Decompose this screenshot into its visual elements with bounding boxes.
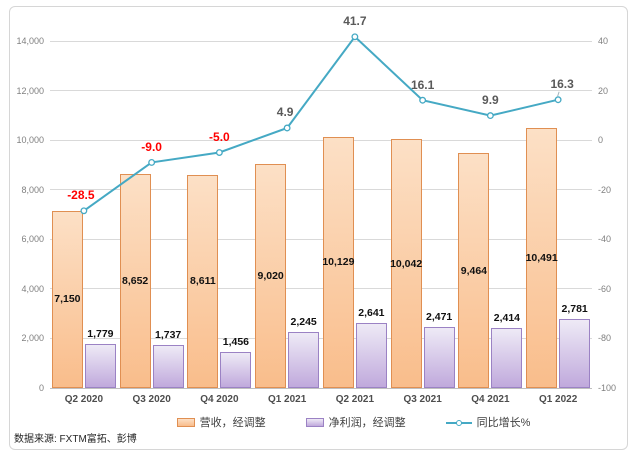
gridline [50, 387, 592, 389]
profit-bar-label: 2,471 [426, 310, 453, 323]
profit-bar-label: 2,781 [561, 303, 588, 316]
profit-bar [559, 319, 591, 388]
revenue-bar-label: 8,652 [122, 274, 149, 287]
profit-bar [152, 344, 184, 388]
profit-bar-label: 2,641 [358, 306, 385, 319]
category-label: Q1 2022 [538, 394, 578, 405]
profit-bar [491, 328, 523, 388]
category-label: Q4 2020 [200, 394, 239, 405]
right-axis-tick-label: -100 [598, 383, 617, 393]
legend-item-revenue: 营收，经调整 [176, 414, 266, 430]
revenue-bar-label: 9,020 [257, 270, 284, 283]
gridline [50, 139, 592, 141]
right-axis-tick-label: 0 [598, 135, 604, 146]
profit-bar [220, 351, 252, 388]
growth-value-label: 16.1 [410, 77, 435, 92]
growth-line-marker [148, 158, 156, 166]
profit-bar-label: 1,456 [222, 335, 250, 348]
gridline [50, 90, 592, 92]
growth-line-marker [554, 96, 562, 104]
right-axis-tick-label: -20 [598, 184, 612, 195]
legend-label-revenue: 营收，经调整 [199, 417, 266, 429]
left-axis-tick-label: 4,000 [21, 283, 44, 294]
revenue-bar [322, 136, 354, 388]
gridline [50, 40, 592, 42]
revenue-bar-label: 8,611 [190, 275, 216, 288]
left-axis-tick-label: 12,000 [16, 85, 44, 96]
growth-value-label: 16.3 [550, 77, 574, 92]
growth-value-label: 4.9 [276, 105, 294, 120]
revenue-bar [255, 164, 287, 388]
growth-line-marker [215, 149, 223, 156]
right-axis-tick-label: 40 [598, 36, 609, 46]
revenue-bar [187, 174, 219, 388]
gridline [50, 288, 592, 290]
growth-line-marker [283, 124, 291, 132]
source-note: 数据来源: FXTM富拓、彭博 [14, 434, 137, 445]
revenue-bar [119, 173, 151, 388]
revenue-bar-label: 10,042 [390, 257, 423, 270]
left-axis-tick-label: 8,000 [21, 184, 44, 195]
profit-bar-label: 2,245 [290, 316, 317, 329]
left-axis-tick-label: 10,000 [16, 135, 44, 146]
category-label: Q2 2020 [64, 394, 104, 405]
revenue-bar [526, 127, 558, 388]
growth-line-marker [351, 33, 359, 41]
category-label: Q3 2021 [403, 394, 442, 405]
revenue-bar-label: 9,464 [460, 264, 488, 277]
gridline [50, 189, 592, 191]
revenue-swatch-icon [176, 417, 195, 427]
left-axis-tick-label: 0 [38, 383, 44, 393]
legend-item-growth: 同比增长% [445, 414, 531, 430]
growth-line-marker [486, 112, 494, 120]
revenue-bar [51, 210, 83, 388]
growth-line-marker [419, 96, 427, 104]
category-label: Q2 2021 [335, 394, 375, 405]
legend-label-growth: 同比增长% [476, 417, 531, 429]
gridline [50, 238, 592, 240]
profit-bar [355, 322, 387, 388]
profit-bar-label: 1,737 [155, 328, 182, 341]
revenue-bar-label: 10,491 [525, 251, 558, 264]
profit-swatch-icon [305, 417, 324, 427]
growth-value-label: -28.5 [67, 188, 95, 203]
growth-value-label: 41.7 [343, 14, 367, 29]
revenue-bar [390, 139, 422, 388]
right-axis-tick-label: -40 [598, 234, 612, 245]
growth-value-label: -5.0 [209, 130, 230, 145]
right-axis-tick-label: -60 [598, 283, 612, 294]
category-label: Q3 2020 [132, 394, 171, 405]
revenue-bar [458, 153, 490, 388]
gridline [50, 337, 592, 339]
growth-value-label: 9.9 [482, 93, 499, 108]
legend-item-profit: 净利润，经调整 [305, 414, 406, 430]
growth-value-label: -9.0 [141, 139, 162, 154]
legend-label-profit: 净利润，经调整 [328, 417, 406, 429]
growth-line-marker [80, 207, 88, 215]
profit-bar [423, 326, 455, 388]
revenue-bar-label: 10,129 [322, 256, 355, 269]
right-axis-tick-label: 20 [598, 85, 609, 96]
right-axis-tick-label: -80 [598, 333, 612, 344]
profit-bar [84, 343, 116, 388]
left-axis-tick-label: 6,000 [21, 234, 44, 245]
profit-bar-label: 2,414 [493, 312, 521, 325]
left-axis-tick-label: 14,000 [16, 36, 44, 46]
chart-legend: 营收，经调整 净利润，经调整 同比增长% [0, 414, 635, 430]
revenue-bar-label: 7,150 [54, 293, 81, 306]
category-label: Q4 2021 [471, 394, 510, 405]
category-label: Q1 2021 [267, 394, 307, 405]
growth-line-swatch-icon [445, 418, 472, 427]
profit-bar-label: 1,779 [87, 327, 114, 340]
left-axis-tick-label: 2,000 [21, 333, 44, 344]
profit-bar [288, 332, 320, 388]
